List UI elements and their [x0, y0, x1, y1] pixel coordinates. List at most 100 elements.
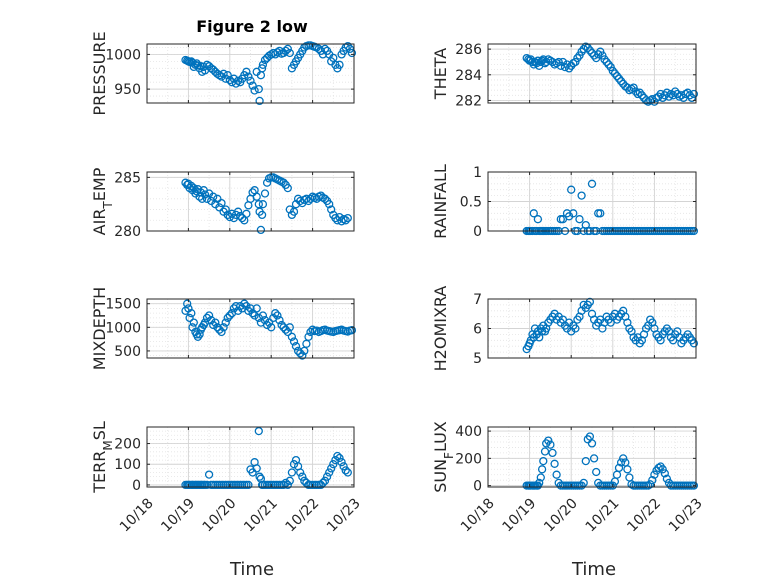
data-point — [242, 301, 251, 311]
data-point — [579, 478, 588, 488]
data-point — [535, 478, 544, 488]
data-point — [623, 465, 632, 474]
data-point — [204, 311, 214, 320]
x-tick-label: 10/20 — [541, 495, 581, 535]
y-tick-label: 200 — [455, 451, 482, 467]
data-point — [662, 474, 672, 483]
data-point — [644, 481, 653, 490]
data-point — [343, 213, 352, 223]
axes-frame — [487, 43, 697, 104]
data-point — [548, 448, 557, 458]
data-point — [289, 207, 299, 216]
data-point — [185, 313, 194, 323]
data-point — [581, 456, 590, 466]
data-point — [211, 318, 220, 327]
data-point — [558, 57, 568, 67]
data-point — [546, 440, 555, 449]
data-point — [283, 183, 292, 193]
data-point — [539, 456, 548, 466]
data-point — [281, 478, 290, 488]
data-point — [275, 316, 284, 325]
y-tick-label: 6 — [473, 322, 482, 338]
data-point — [608, 481, 617, 490]
y-tick-label: 7 — [473, 292, 482, 308]
data-point — [296, 349, 305, 358]
x-tick-label: 10/19 — [158, 495, 198, 535]
subplot-rainfall: 0 0.5 1 RAINFALL — [431, 164, 699, 240]
data-point — [341, 216, 350, 225]
data-point — [320, 476, 330, 485]
y-axis-label-main: H2OMIXRA — [431, 286, 450, 372]
data-point — [577, 47, 586, 56]
data-point — [260, 316, 270, 325]
data-point — [187, 309, 196, 318]
data-point — [347, 326, 357, 335]
data-point — [242, 67, 251, 76]
data-point — [255, 96, 264, 106]
data-point — [252, 304, 261, 313]
x-tick-label: 10/23 — [324, 495, 364, 535]
data-point — [571, 57, 580, 67]
y-axis-label: PRESSURE — [90, 31, 109, 115]
data-point — [289, 460, 299, 469]
data-point — [267, 323, 276, 332]
axes-frame — [146, 43, 355, 104]
data-point — [223, 313, 232, 323]
data-point — [345, 44, 355, 54]
data-point — [689, 339, 699, 348]
data-point — [223, 210, 232, 220]
data-point — [573, 53, 582, 63]
data-point — [333, 451, 342, 461]
y-tick-label: 282 — [455, 93, 482, 109]
data-point — [287, 468, 297, 477]
x-axis-label-left: Time — [229, 559, 274, 580]
subplot-terrmsl: 0 100 200 10/18 10/19 10/20 10/21 10/22 10/23 TER… — [90, 421, 364, 535]
data-point — [260, 55, 270, 65]
data-point — [660, 469, 669, 478]
data-point — [587, 439, 597, 448]
axes-frame — [146, 426, 355, 488]
data-point — [209, 65, 218, 74]
data-point — [567, 185, 576, 194]
y-axis-label: RAINFALL — [431, 164, 450, 239]
y-tick-label: 0 — [473, 224, 482, 240]
data-point — [250, 311, 259, 320]
data-point — [246, 76, 255, 85]
y-axis-label-main: MIXDEPTH — [90, 287, 109, 370]
data-point — [650, 470, 659, 479]
data-point — [213, 194, 222, 203]
data-point — [347, 48, 357, 58]
data-point — [202, 313, 212, 323]
data-point — [300, 476, 309, 485]
y-tick-label: 200 — [114, 437, 141, 453]
y-axis-label: TERRMSL — [90, 421, 115, 494]
data-point — [577, 191, 586, 200]
data-point — [248, 309, 257, 318]
axes-frame — [487, 426, 697, 488]
data-point — [217, 327, 226, 337]
data-point — [257, 210, 267, 220]
data-point — [318, 478, 328, 488]
data-point — [248, 81, 257, 90]
y-axis-label-tail: SL — [90, 421, 109, 440]
data-point — [213, 323, 222, 332]
data-point — [279, 48, 288, 58]
data-point — [246, 304, 255, 313]
axes-frame — [146, 171, 355, 232]
y-tick-label: 1000 — [105, 320, 141, 336]
data-point — [542, 57, 551, 67]
data-point — [320, 194, 330, 203]
data-point — [229, 74, 239, 83]
data-point — [252, 192, 261, 201]
data-point — [322, 472, 332, 481]
y-tick-label: 1 — [473, 165, 482, 181]
data-point — [291, 342, 301, 351]
data-point — [589, 51, 599, 60]
y-tick-label: 284 — [455, 68, 482, 84]
y-axis-label: AIRTEMP — [90, 167, 115, 235]
data-point — [236, 301, 245, 311]
data-point — [648, 476, 657, 485]
y-axis-label: SUNFLUX — [431, 421, 456, 493]
data-point — [273, 48, 282, 57]
